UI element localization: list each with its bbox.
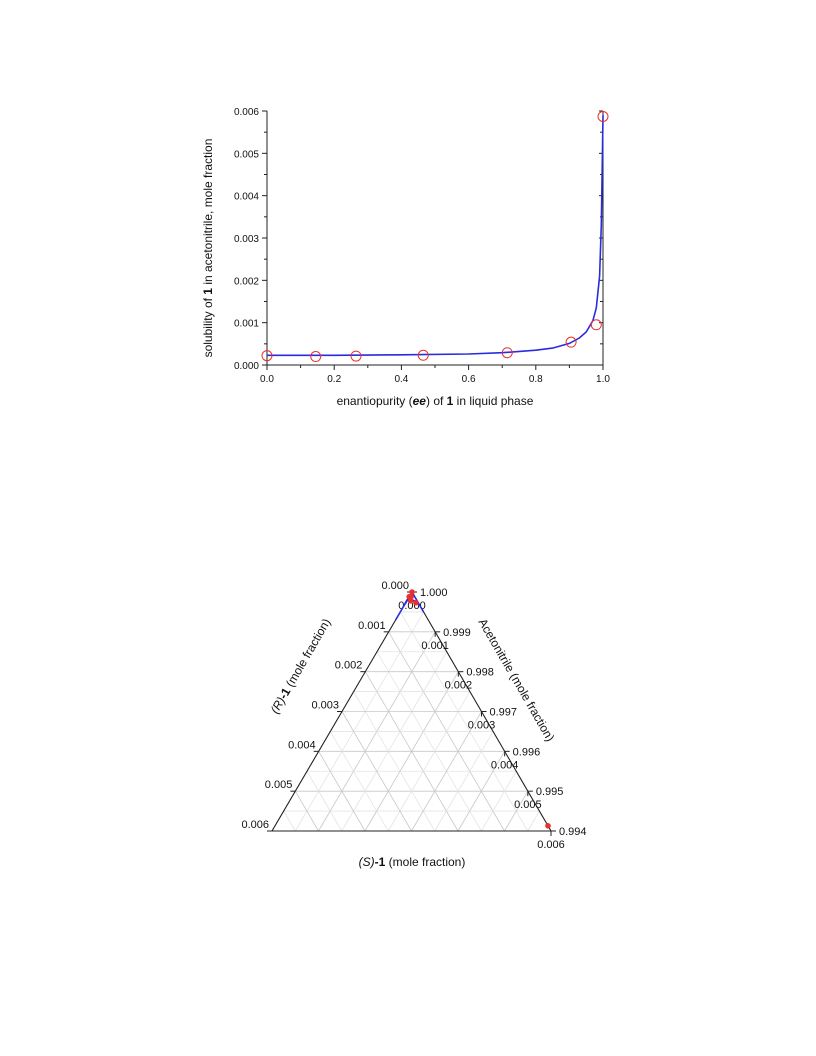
grid-line-r [283, 810, 296, 832]
solubility-chart-ticks: 0.000 0.001 0.002 0.003 0.004 0.005 0.006 0.0 0.… [234, 107, 610, 385]
x-axis-label-part-2: ee [413, 394, 427, 408]
ternary-point [545, 823, 551, 829]
y-tick-label: 0.004 [234, 192, 259, 203]
x-tick-label: 0.2 [327, 374, 341, 385]
grid-line-s [527, 810, 540, 832]
grid-line-r [329, 731, 389, 832]
grid-line-s [504, 790, 529, 832]
fitted-curve [267, 115, 604, 357]
left-tick-label: 0.004 [288, 739, 316, 751]
left-tick-label: 0.003 [311, 700, 339, 712]
x-axis-label: enantiopurity (ee) of 1 in liquid phase [337, 394, 534, 408]
grid-line-r [341, 711, 412, 832]
bottom-tick-label: 0.001 [421, 640, 449, 652]
bottom-tick-label: 0.003 [468, 720, 496, 732]
data-point [590, 319, 602, 331]
y-tick-label: 0.006 [234, 107, 259, 118]
right-tick-label: 1.000 [420, 587, 448, 599]
grid-line-s [480, 771, 517, 832]
data-point [261, 350, 273, 362]
x-axis-label-part-4: 1 [447, 394, 454, 408]
x-tick-label: 0.4 [394, 374, 408, 385]
data-point [565, 336, 577, 348]
bottom-tick-label: 0.004 [491, 759, 519, 771]
left-tick-label: 0.006 [241, 819, 269, 831]
data-point [350, 350, 362, 362]
y-tick-label: 0.002 [234, 276, 259, 287]
grid-line-s [411, 711, 482, 832]
y-tick-label: 0.001 [234, 319, 259, 330]
grid-line-r [399, 611, 529, 832]
grid-line-r [294, 790, 319, 832]
x-axis-label-part-1: enantiopurity ( [337, 394, 413, 408]
grid-line-r [353, 691, 436, 832]
x-axis-label-part-3: ) of [426, 394, 447, 408]
grid-line-s [457, 751, 506, 832]
left-label-part-3: (mole fraction) [281, 616, 333, 692]
right-tick-label: 0.999 [443, 627, 471, 639]
x-tick-label: 0.6 [462, 374, 476, 385]
ternary-point [407, 597, 414, 604]
ternary-grid [283, 611, 540, 832]
solubility-chart-series [261, 111, 609, 363]
ternary-series [394, 589, 551, 829]
data-point [597, 111, 609, 123]
grid-line-r [318, 751, 366, 832]
y-axis-label: solubility of 1 in acetonitrile, mole fr… [201, 139, 215, 358]
bottom-label-part-2: -1 [375, 855, 386, 869]
bottom-tick-label: 0.002 [445, 680, 473, 692]
left-tick-label: 0.001 [358, 620, 386, 632]
grid-line-r [306, 771, 343, 832]
bottom-label-part-3: (mole fraction) [385, 855, 465, 869]
right-tick-label: 0.998 [466, 667, 494, 679]
left-tick-label: 0.002 [335, 660, 363, 672]
grid-line-s [294, 611, 424, 832]
ternary-point [413, 599, 419, 606]
bottom-label-part-1: (S) [359, 855, 375, 869]
data-point [310, 351, 322, 363]
bottom-tick-label: 0.006 [537, 839, 565, 851]
grid-line-s [341, 651, 448, 832]
ternary-bottom-axis-label: (S)-1 (mole fraction) [359, 855, 466, 869]
grid-line-s [434, 731, 494, 832]
ternary-ticks: 0.0000.0001.0000.0010.0010.9990.0020.002… [241, 580, 586, 851]
y-tick-label: 0.000 [234, 361, 259, 372]
solubility-chart-axes [266, 111, 604, 366]
x-tick-label: 0.8 [529, 374, 543, 385]
y-axis-label-part-2: 1 [201, 288, 215, 295]
x-tick-label: 1.0 [596, 374, 610, 385]
left-tick-label: 0.005 [265, 779, 293, 791]
left-tick-label: 0.000 [381, 580, 409, 592]
ternary-point [409, 589, 415, 595]
solubility-chart: 0.000 0.001 0.002 0.003 0.004 0.005 0.006 0.0 0.… [201, 107, 610, 408]
bottom-tick-label: 0.005 [514, 799, 542, 811]
x-axis-label-part-5: in liquid phase [453, 394, 533, 408]
grid-line-s [387, 691, 471, 832]
right-tick-label: 0.997 [490, 707, 518, 719]
data-point [501, 347, 513, 359]
right-tick-label: 0.994 [559, 826, 587, 838]
y-axis-label-part-3: in acetonitrile, mole fraction [201, 139, 215, 288]
x-tick-label: 0.0 [260, 374, 274, 385]
ternary-chart: 0.0000.0001.0000.0010.0010.9990.0020.002… [241, 580, 586, 869]
right-tick-label: 0.995 [536, 786, 564, 798]
y-tick-label: 0.003 [234, 234, 259, 245]
right-tick-label: 0.996 [513, 746, 541, 758]
y-tick-label: 0.005 [234, 149, 259, 160]
y-axis-label-part-1: solubility of [201, 295, 215, 358]
grid-line-r [376, 651, 482, 832]
data-point [417, 349, 429, 361]
